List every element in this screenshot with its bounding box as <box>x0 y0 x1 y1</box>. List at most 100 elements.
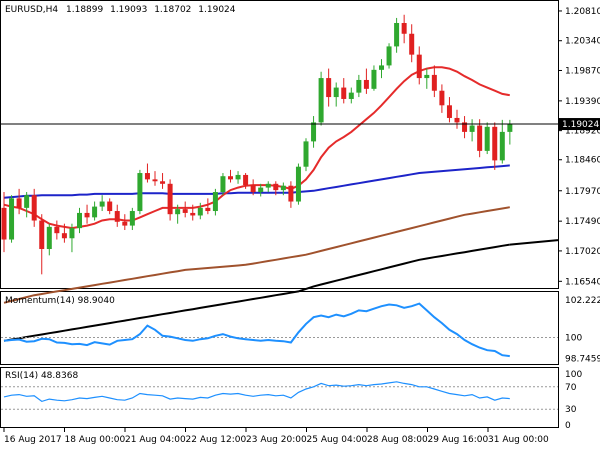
candle[interactable] <box>394 17 400 53</box>
candle[interactable] <box>484 122 490 155</box>
candle[interactable] <box>175 204 181 224</box>
candle-body <box>477 125 483 151</box>
candle[interactable] <box>341 78 347 104</box>
candle-body <box>16 198 22 208</box>
candle-body <box>446 105 452 118</box>
candle[interactable] <box>273 181 279 196</box>
candle[interactable] <box>9 195 15 243</box>
candle-body <box>499 131 505 161</box>
candle-body <box>371 69 377 89</box>
candle[interactable] <box>167 179 173 221</box>
candle[interactable] <box>288 181 294 208</box>
candle[interactable] <box>477 119 483 158</box>
candle[interactable] <box>107 198 113 215</box>
candle-body <box>280 185 286 191</box>
candle[interactable] <box>99 195 105 212</box>
candle-body <box>167 183 173 215</box>
candle[interactable] <box>182 201 188 218</box>
price-tick-label: 1.19390 <box>565 97 600 107</box>
candle[interactable] <box>46 223 52 256</box>
candle[interactable] <box>318 71 324 126</box>
candle[interactable] <box>401 14 407 44</box>
candle[interactable] <box>348 87 354 104</box>
candle[interactable] <box>16 188 22 215</box>
sma-mid-line <box>3 164 510 199</box>
candle[interactable] <box>92 201 98 221</box>
candle[interactable] <box>250 179 256 196</box>
price-tick-label: 1.19870 <box>565 66 600 76</box>
candle-body <box>318 78 324 123</box>
candle[interactable] <box>280 182 286 196</box>
candle[interactable] <box>24 192 30 218</box>
candle[interactable] <box>39 214 45 275</box>
candle-body <box>333 87 339 98</box>
candle[interactable] <box>416 46 422 85</box>
sma-long-line <box>3 243 510 342</box>
candle[interactable] <box>446 97 452 123</box>
candle[interactable] <box>61 223 67 243</box>
candle[interactable] <box>129 207 135 231</box>
candle[interactable] <box>197 202 203 220</box>
candle[interactable] <box>356 74 362 98</box>
candle-body <box>190 212 196 216</box>
candle[interactable] <box>424 68 430 89</box>
candle[interactable] <box>295 163 301 205</box>
candle-body <box>469 125 475 132</box>
candle-body <box>363 79 369 89</box>
candle[interactable] <box>114 204 120 227</box>
candle-body <box>9 198 15 240</box>
candle[interactable] <box>160 173 166 189</box>
candle[interactable] <box>243 173 249 189</box>
candle[interactable] <box>462 116 468 139</box>
candle[interactable] <box>469 119 475 142</box>
candle[interactable] <box>1 192 7 253</box>
candle-body <box>84 212 90 218</box>
candle[interactable] <box>54 220 60 240</box>
current-price-label: 1.19024 <box>562 120 599 130</box>
candle[interactable] <box>235 171 241 184</box>
candle[interactable] <box>220 173 226 196</box>
candle-body <box>144 173 150 180</box>
candle[interactable] <box>409 24 415 63</box>
candle[interactable] <box>371 65 377 91</box>
candle[interactable] <box>31 188 37 227</box>
candle[interactable] <box>303 138 309 172</box>
price-tick-label: 1.16540 <box>565 277 600 287</box>
symbol-label: EURUSD,H4 1.18899 1.19093 1.18702 1.1902… <box>5 5 236 15</box>
candle[interactable] <box>454 109 460 129</box>
candle-body <box>416 54 422 79</box>
candle-body <box>507 124 513 132</box>
candle[interactable] <box>258 183 264 197</box>
candle[interactable] <box>77 207 82 234</box>
symbol-timeframe: EURUSD,H4 <box>5 5 58 15</box>
candle[interactable] <box>190 204 196 221</box>
candle[interactable] <box>439 84 445 113</box>
candle-body <box>114 211 120 222</box>
candle[interactable] <box>431 65 437 98</box>
price-panel[interactable] <box>0 0 559 289</box>
candle-body <box>409 33 415 55</box>
sma-slow-line <box>3 206 510 304</box>
candle[interactable] <box>144 163 150 183</box>
candle[interactable] <box>379 59 384 79</box>
candle[interactable] <box>205 198 211 215</box>
candle[interactable] <box>333 82 339 107</box>
candle[interactable] <box>386 43 392 69</box>
candle[interactable] <box>212 188 218 216</box>
candle[interactable] <box>326 68 332 107</box>
candle[interactable] <box>311 116 317 148</box>
candle[interactable] <box>152 171 158 186</box>
candle[interactable] <box>363 68 369 94</box>
candle[interactable] <box>492 122 498 170</box>
candle[interactable] <box>122 214 128 231</box>
rsi-panel[interactable] <box>0 367 559 428</box>
candle[interactable] <box>499 119 505 164</box>
candle[interactable] <box>84 204 90 224</box>
candle-body <box>394 22 400 47</box>
candle[interactable] <box>137 169 143 215</box>
momentum-panel[interactable] <box>0 291 559 365</box>
candle[interactable] <box>69 223 75 253</box>
candle[interactable] <box>265 181 271 193</box>
candle[interactable] <box>228 169 233 183</box>
